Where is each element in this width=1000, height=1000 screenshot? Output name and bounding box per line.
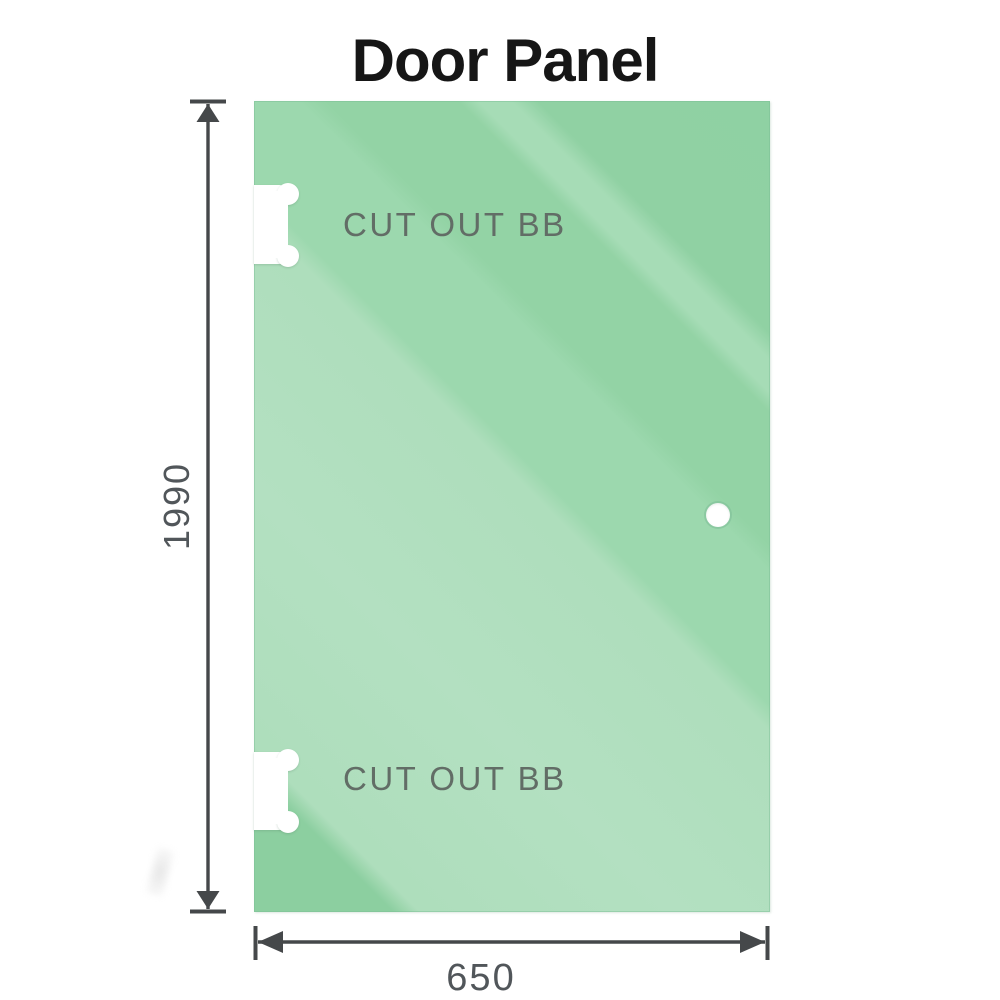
left-arrow-icon bbox=[258, 931, 283, 953]
up-arrow-icon bbox=[196, 104, 220, 122]
cutout-corner-lobe-icon bbox=[277, 811, 299, 833]
page-title: Door Panel bbox=[351, 27, 660, 94]
width-dimension-label: 650 bbox=[446, 957, 516, 999]
reflection-streak bbox=[144, 846, 176, 898]
cutout-corner-lobe-icon bbox=[277, 183, 299, 205]
cutout-label-bottom: CUT OUT BB bbox=[343, 760, 567, 797]
down-arrow-icon bbox=[196, 891, 220, 909]
cutout-corner-lobe-icon bbox=[277, 245, 299, 267]
height-dimension-label: 1990 bbox=[156, 461, 197, 551]
hinge-cutout-bottom bbox=[254, 749, 299, 833]
cutout-corner-lobe-icon bbox=[277, 749, 299, 771]
handle-hole bbox=[706, 503, 730, 527]
hinge-cutout-top bbox=[254, 183, 299, 267]
right-arrow-icon bbox=[740, 931, 765, 953]
door-panel-glass: CUT OUT BB CUT OUT BB bbox=[254, 101, 770, 912]
width-dimension-line bbox=[253, 926, 770, 960]
cutout-label-top: CUT OUT BB bbox=[343, 206, 567, 243]
